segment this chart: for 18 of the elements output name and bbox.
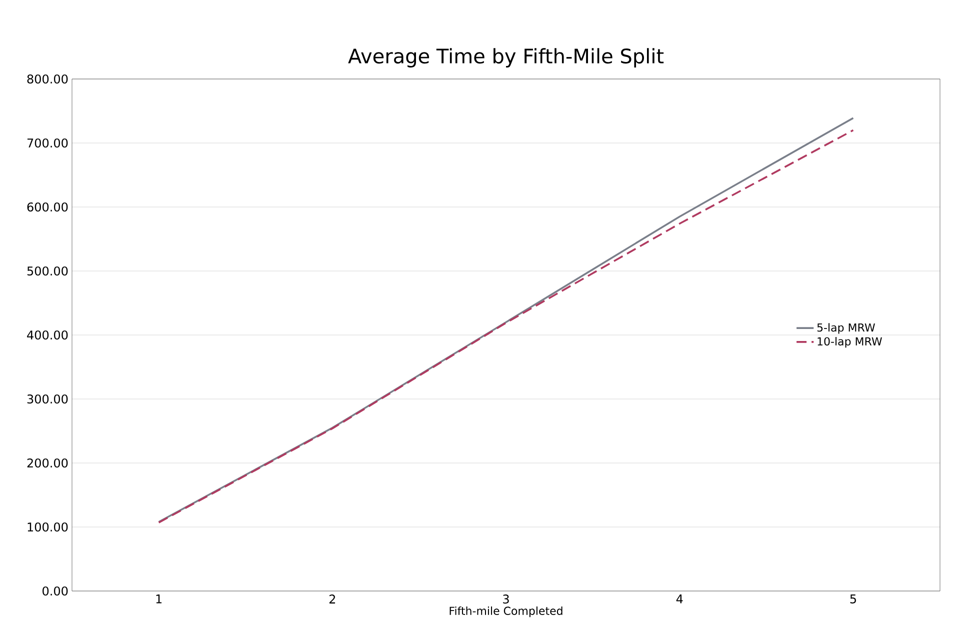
legend-label: 10-lap MRW xyxy=(818,337,882,348)
x-axis-title: Fifth-mile Completed xyxy=(450,606,562,618)
x-tick-label: 3 xyxy=(503,594,509,604)
y-tick-label: 400.00 xyxy=(27,330,68,340)
x-tick-label: 5 xyxy=(850,594,856,604)
y-tick-label: 100.00 xyxy=(28,522,68,532)
y-tick-label: 300.00 xyxy=(27,394,68,404)
legend-label: 5-lap MRW xyxy=(817,323,875,334)
y-tick-label: 500.00 xyxy=(27,266,68,276)
y-tick-label: 600.00 xyxy=(27,202,68,212)
y-tick-label: 0.00 xyxy=(42,586,68,596)
chart-title: Average Time by Fifth-Mile Split xyxy=(348,48,664,68)
y-tick-label: 800.00 xyxy=(27,74,68,84)
y-tick-label: 700.00 xyxy=(27,138,68,148)
x-tick-label: 2 xyxy=(329,594,336,604)
x-tick-label: 4 xyxy=(676,594,683,604)
x-tick-label: 1 xyxy=(156,594,162,604)
y-tick-label: 200.00 xyxy=(27,458,68,468)
